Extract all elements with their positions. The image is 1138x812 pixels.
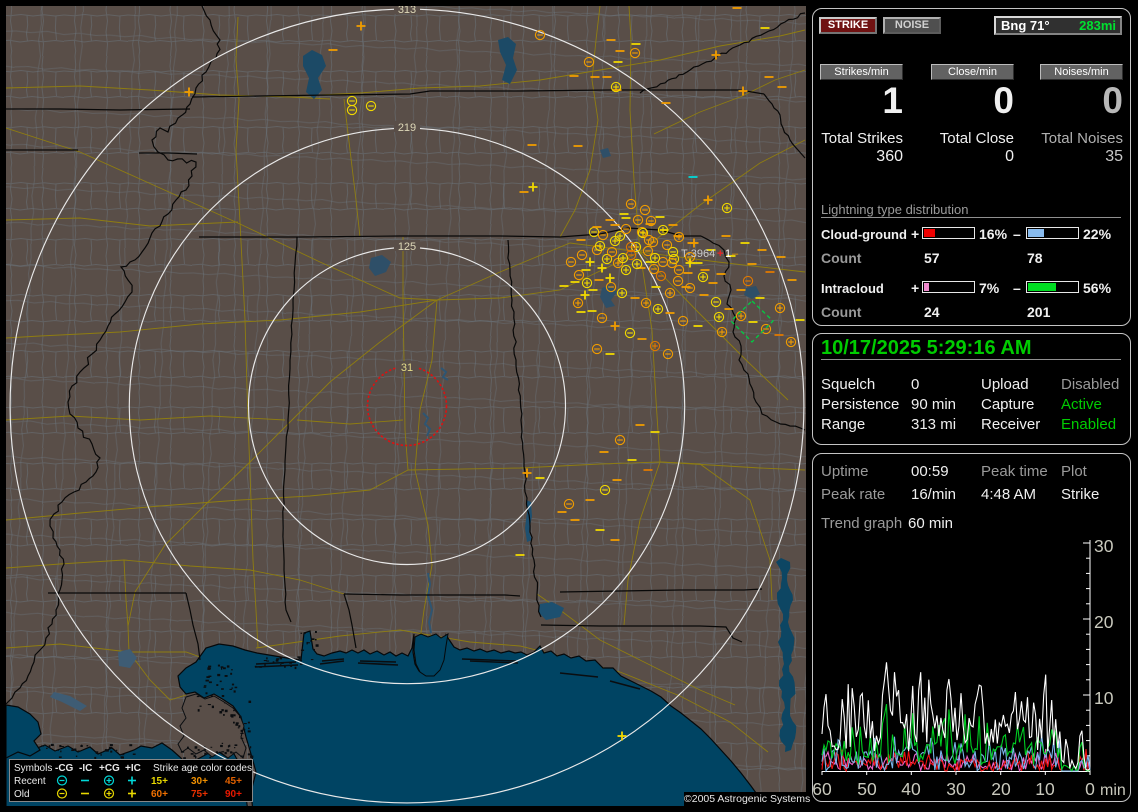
svg-text:60: 60 (812, 779, 832, 799)
svg-text:75+: 75+ (191, 789, 208, 800)
svg-text:Recent: Recent (14, 776, 46, 787)
svg-text:Symbols: Symbols (14, 763, 52, 774)
svg-text:10: 10 (1094, 688, 1114, 708)
svg-text:T-3964: T-3964 (681, 248, 715, 260)
svg-text:15+: 15+ (151, 776, 168, 787)
svg-text:45+: 45+ (225, 776, 242, 787)
svg-text:20: 20 (1094, 612, 1114, 632)
svg-text:60+: 60+ (151, 789, 168, 800)
svg-text:10: 10 (1035, 779, 1055, 799)
svg-text:0: 0 (1085, 779, 1095, 799)
svg-text:313: 313 (398, 6, 416, 16)
svg-text:30: 30 (1094, 536, 1114, 556)
svg-text:30+: 30+ (191, 776, 208, 787)
svg-text:-IC: -IC (79, 763, 92, 774)
svg-text:Strike age color codes: Strike age color codes (153, 763, 252, 774)
svg-text:219: 219 (398, 122, 416, 134)
svg-text:+IC: +IC (125, 763, 141, 774)
svg-text:125: 125 (398, 241, 416, 253)
svg-text:31: 31 (401, 362, 413, 374)
svg-text:1: 1 (725, 248, 731, 260)
svg-text:20: 20 (991, 779, 1011, 799)
svg-text:30: 30 (946, 779, 966, 799)
svg-text:50: 50 (857, 779, 877, 799)
svg-text:Old: Old (14, 789, 30, 800)
svg-text:+: + (717, 248, 723, 260)
svg-text:40: 40 (901, 779, 921, 799)
svg-text:-CG: -CG (55, 763, 74, 774)
svg-text:–: – (732, 248, 739, 260)
svg-text:90+: 90+ (225, 789, 242, 800)
svg-text:+CG: +CG (99, 763, 120, 774)
svg-text:min: min (1100, 782, 1126, 799)
